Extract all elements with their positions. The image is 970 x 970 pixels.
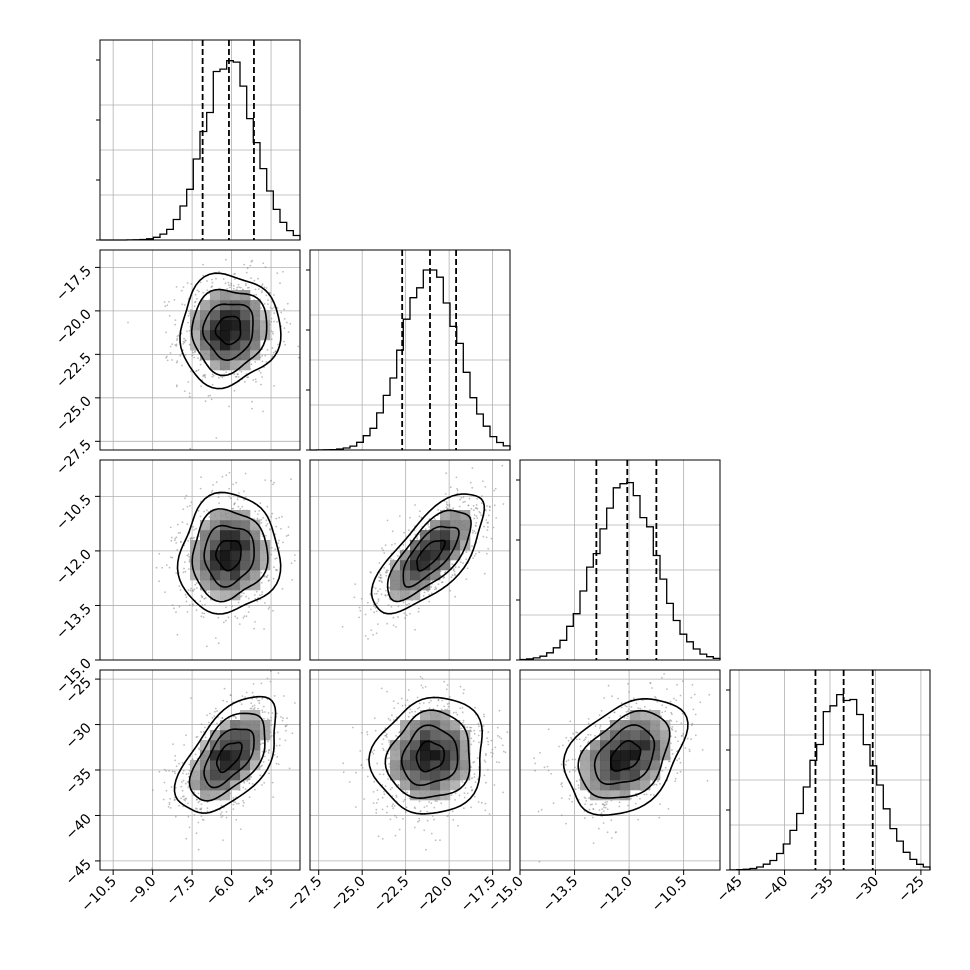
- histogram-frame-1: [309, 249, 511, 451]
- contour-2-0-1: [203, 524, 255, 588]
- x-tick-label-3-2: −35: [805, 874, 837, 906]
- y-tick-label-2-0: −10.5: [53, 492, 95, 534]
- contour-2-1-3: [370, 493, 486, 615]
- contour-2-1-1: [402, 525, 460, 588]
- density-cells-3-1: [390, 710, 471, 801]
- histogram-1: [310, 269, 511, 451]
- contour-1-0-3: [179, 272, 282, 390]
- histogram-panel-2: [516, 459, 721, 661]
- contour-3-1-1: [400, 724, 459, 787]
- x-tick-label-1-0: −27.5: [284, 874, 326, 916]
- y-tick-label-3-3: −40: [63, 811, 95, 843]
- histogram-panel-0: [96, 39, 301, 241]
- y-tick-label-1-1: −20.0: [53, 306, 95, 348]
- panel-frame-1-0: [99, 249, 301, 451]
- contour-1-0-1: [201, 303, 254, 362]
- y-tick-label-1-2: −22.5: [53, 350, 95, 392]
- y-tick-label-3-1: −30: [63, 720, 95, 752]
- contour-3-2-1: [593, 724, 656, 785]
- panel-1-0: [99, 249, 301, 451]
- contour-2-0-2: [191, 508, 269, 603]
- contour-1-0-2: [190, 288, 268, 377]
- contour-3-1-0: [415, 740, 446, 773]
- histogram-3: [729, 693, 931, 871]
- panel-3-1: [309, 669, 511, 871]
- contour-3-1-3: [368, 696, 484, 815]
- panel-2-0: [99, 459, 301, 661]
- contour-3-0-0: [215, 741, 243, 774]
- contour-3-0-1: [203, 728, 255, 789]
- x-tick-label-0-0: −10.5: [78, 874, 120, 916]
- contours-1-0: [179, 272, 282, 390]
- histogram-panel-1: [306, 249, 511, 451]
- panel-frame-2-1: [309, 459, 511, 661]
- y-tick-label-1-4: −27.5: [53, 437, 95, 479]
- x-tick-label-0-4: −4.5: [243, 874, 278, 909]
- x-tick-label-0-1: −9.0: [124, 874, 159, 909]
- y-tick-label-2-1: −12.0: [53, 546, 95, 588]
- contour-3-1-2: [384, 709, 471, 800]
- contour-2-0-3: [176, 491, 282, 615]
- contours-3-1: [368, 696, 484, 815]
- histogram-panel-3: [726, 669, 931, 871]
- x-tick-label-2-2: −12.0: [594, 874, 636, 916]
- contours-3-0: [173, 695, 277, 814]
- x-tick-label-0-3: −6.0: [203, 874, 238, 909]
- y-tick-label-1-3: −25.0: [53, 393, 95, 435]
- histogram-frame-2: [519, 459, 721, 661]
- x-tick-label-3-0: −45: [714, 874, 746, 906]
- x-tick-label-0-2: −7.5: [164, 874, 199, 909]
- y-tick-label-3-2: −35: [63, 766, 95, 798]
- x-tick-label-1-3: −20.0: [414, 874, 456, 916]
- y-tick-label-2-2: −13.5: [53, 601, 95, 643]
- x-tick-label-2-1: −13.5: [540, 874, 582, 916]
- contour-3-2-2: [577, 709, 671, 799]
- panel-frame-2-0: [99, 459, 301, 661]
- contour-2-1-0: [416, 539, 446, 572]
- x-tick-label-3-3: −30: [850, 874, 882, 906]
- panel-3-2: [519, 669, 721, 871]
- histogram-2: [519, 481, 721, 661]
- contour-3-0-3: [173, 695, 277, 814]
- panel-frame-3-1: [309, 669, 511, 871]
- y-tick-label-1-0: −17.5: [53, 263, 95, 305]
- panel-frame-3-2: [519, 669, 721, 871]
- contours-2-0: [176, 491, 282, 615]
- x-tick-label-1-2: −22.5: [371, 874, 413, 916]
- y-tick-label-3-4: −45: [63, 856, 95, 888]
- contour-3-0-2: [188, 712, 266, 802]
- x-tick-label-1-1: −25.0: [327, 874, 369, 916]
- contour-2-1-2: [386, 509, 472, 603]
- contour-1-0-0: [214, 315, 242, 346]
- panel-3-0: [99, 669, 301, 871]
- x-tick-label-3-1: −40: [759, 874, 791, 906]
- contour-2-0-0: [214, 539, 242, 572]
- panel-2-1: [309, 459, 511, 661]
- x-tick-label-2-3: −10.5: [649, 874, 691, 916]
- contour-3-2-3: [562, 697, 689, 817]
- contours-2-1: [370, 493, 486, 615]
- contour-3-2-0: [610, 739, 642, 772]
- histogram-frame-0: [99, 39, 301, 241]
- x-tick-label-3-4: −25: [896, 874, 928, 906]
- contours-3-2: [562, 697, 689, 817]
